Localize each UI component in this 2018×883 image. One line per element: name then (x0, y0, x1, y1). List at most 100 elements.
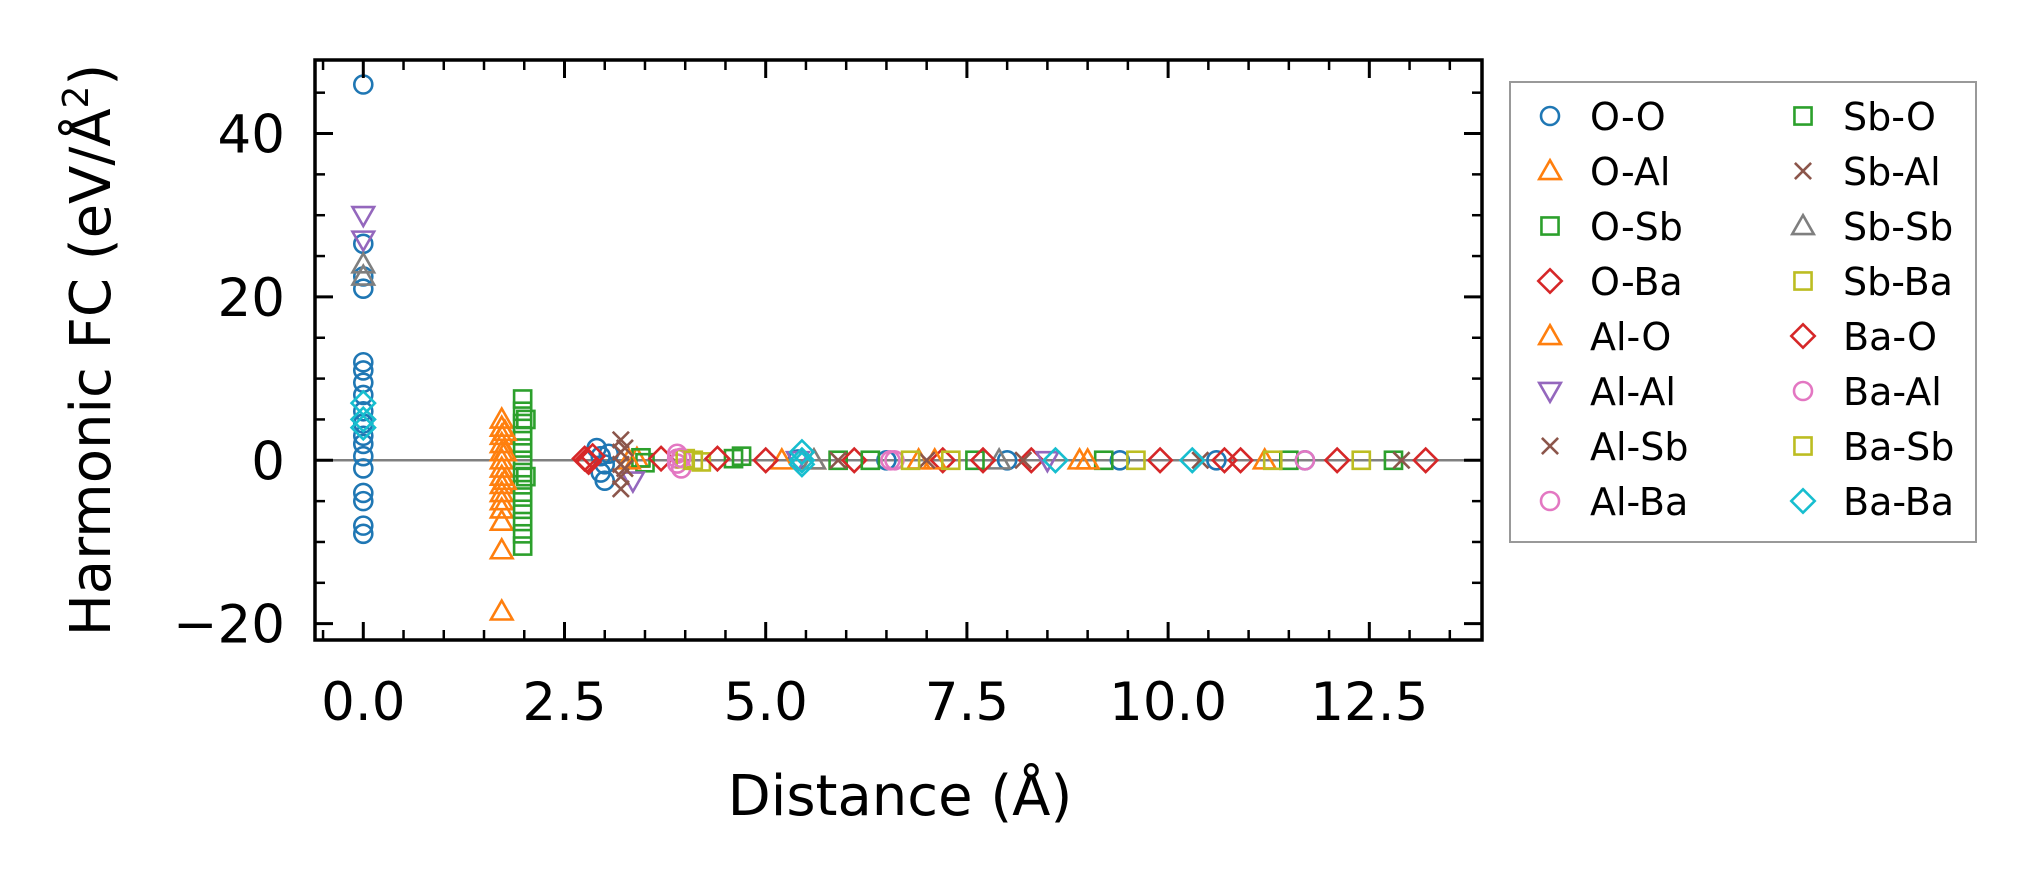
legend-label: Al-O (1590, 315, 1671, 359)
data-point (900, 450, 921, 471)
legend-label: O-Sb (1590, 205, 1683, 249)
data-point (683, 450, 704, 471)
legend-marker (1792, 380, 1814, 402)
data-point (516, 409, 536, 430)
legend-entry: Al-Ba (1539, 480, 1688, 524)
data-point (352, 384, 374, 406)
x-tick-label: 7.5 (925, 672, 1009, 733)
data-point (349, 405, 377, 433)
data-point (965, 450, 985, 471)
legend-entry: O-Ba (1536, 260, 1683, 304)
legend-marker (1536, 267, 1564, 295)
data-point (352, 433, 374, 455)
data-point (352, 278, 374, 300)
legend-entry: Ba-O (1789, 315, 1937, 359)
legend-entry: Sb-O (1793, 95, 1936, 139)
data-point (491, 438, 518, 462)
data-point (352, 360, 374, 381)
series-sb-sb (350, 250, 1013, 470)
y-tick-label: −20 (173, 595, 285, 656)
data-point (512, 425, 533, 446)
data-point (1074, 446, 1101, 470)
data-point (512, 523, 533, 544)
data-point (880, 449, 901, 471)
data-point (350, 263, 377, 286)
legend-marker (1539, 490, 1561, 512)
data-point (929, 446, 957, 474)
data-point (1392, 451, 1411, 470)
legend-label: Sb-O (1843, 95, 1936, 139)
data-point (488, 536, 515, 560)
legend-entry: Ba-Sb (1793, 425, 1954, 469)
data-point (1191, 451, 1210, 470)
legend-marker (1793, 436, 1813, 456)
legend-label: Sb-Ba (1843, 260, 1953, 304)
data-point (488, 597, 515, 621)
data-point (788, 438, 816, 466)
legend-entry: Sb-Ba (1793, 260, 1953, 304)
data-point (860, 450, 881, 471)
data-point (917, 451, 936, 470)
data-point (969, 446, 997, 474)
data-point (488, 495, 515, 519)
data-point (1294, 449, 1316, 471)
data-point (1109, 449, 1131, 471)
legend-label: Ba-Al (1843, 370, 1942, 414)
legend-entry: O-Sb (1540, 205, 1683, 249)
series-sb-al (615, 439, 1411, 478)
y-axis-label-close: ) (59, 64, 124, 86)
legend-label: Ba-Ba (1843, 480, 1954, 524)
axis-labels: Distance (Å) Harmonic FC (eV/Å2) (56, 64, 1072, 829)
data-point (1014, 451, 1033, 470)
data-point (352, 458, 374, 479)
data-point (670, 447, 692, 469)
data-point (350, 250, 377, 274)
legend-entry: O-Al (1536, 150, 1670, 194)
series-ba-sb (683, 450, 1372, 471)
legend-marker (1793, 271, 1813, 291)
series-al-al (350, 205, 1061, 495)
data-point (1034, 450, 1061, 474)
data-point (352, 482, 374, 504)
data-point (703, 445, 731, 473)
legend-label: O-O (1590, 95, 1666, 139)
legend-marker (1793, 161, 1813, 181)
y-tick-label: 40 (218, 105, 285, 166)
data-point (573, 446, 601, 474)
data-point (1178, 446, 1206, 474)
data-point (350, 230, 377, 254)
legend-entry: Al-Sb (1540, 425, 1689, 469)
legend-marker (1793, 106, 1813, 126)
legend-marker (1539, 105, 1561, 127)
data-point (1262, 450, 1283, 471)
x-tick-label: 5.0 (724, 672, 808, 733)
data-point (828, 450, 848, 471)
legend-entry: Sb-Sb (1789, 205, 1953, 249)
legend-marker (1540, 436, 1560, 456)
legend-label: Al-Ba (1590, 480, 1688, 524)
legend-label: O-Ba (1590, 260, 1683, 304)
data-point (512, 413, 533, 434)
data-point (1041, 446, 1069, 474)
legend-box (1509, 81, 1977, 543)
data-point (788, 446, 816, 474)
data-point (1412, 446, 1440, 474)
legend-label: Ba-O (1843, 315, 1937, 359)
data-point (1323, 446, 1351, 474)
legend-entry: Al-O (1536, 315, 1671, 359)
data-point (1126, 450, 1146, 471)
series-o-al (488, 406, 1278, 621)
legend-entry: O-O (1539, 95, 1666, 139)
legend-entry: Al-Al (1536, 370, 1676, 414)
legend-marker (1536, 322, 1564, 346)
data-point (352, 425, 374, 447)
legend-marker (1536, 157, 1564, 181)
data-point (349, 414, 377, 442)
series-ba-o (573, 445, 1255, 474)
legend-marker (1789, 212, 1817, 236)
legend-entry: Sb-Al (1793, 150, 1941, 194)
data-point (829, 451, 848, 470)
legend-marker (1789, 487, 1817, 515)
data-point (352, 490, 374, 512)
